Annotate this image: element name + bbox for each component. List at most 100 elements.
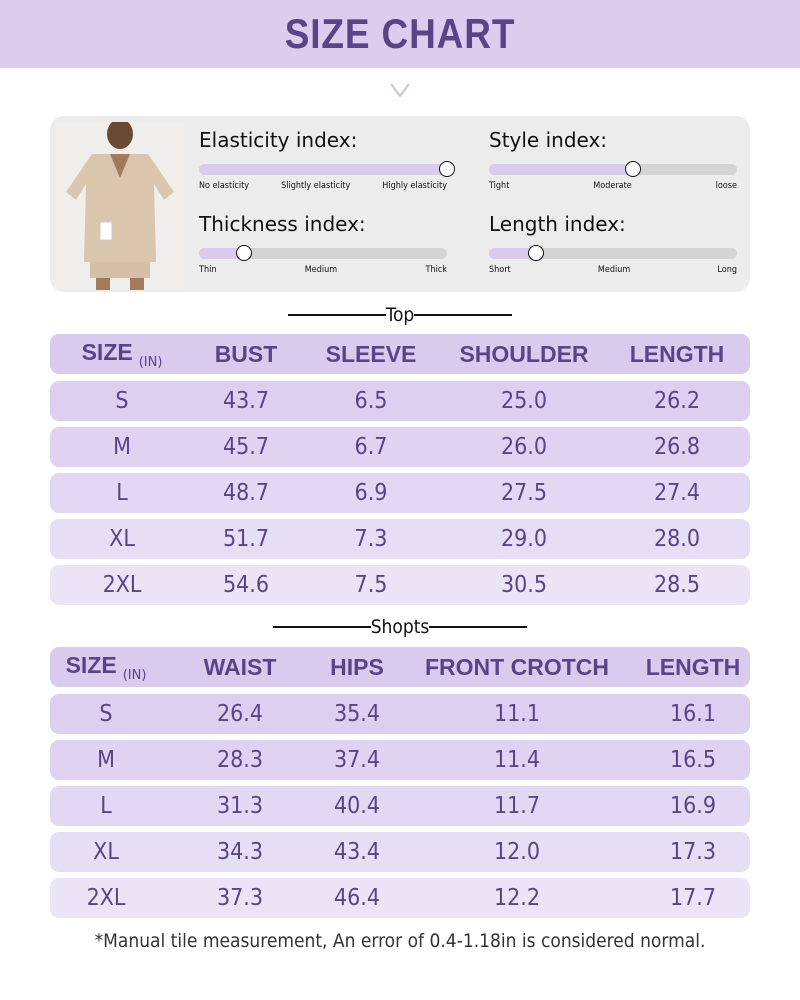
table-cell: 30.5 bbox=[500, 572, 548, 598]
column-header: LENGTH bbox=[645, 653, 741, 680]
table-cell: 27.5 bbox=[500, 480, 548, 506]
table-cell: S bbox=[99, 701, 113, 727]
column-header: WAIST bbox=[203, 653, 277, 680]
product-photo bbox=[56, 122, 184, 290]
table-cell: 51.7 bbox=[222, 526, 270, 552]
section-label: Shopts bbox=[370, 616, 430, 638]
tick-label: Tight bbox=[489, 181, 510, 191]
index-label: Elasticity index: bbox=[199, 128, 358, 152]
measurement-note: *Manual tile measurement, An error of 0.… bbox=[94, 930, 706, 952]
column-header: SHOULDER bbox=[459, 340, 589, 367]
tick-label: Highly elasticity bbox=[382, 181, 447, 191]
table-cell: 26.4 bbox=[216, 701, 264, 727]
table-cell: 45.7 bbox=[222, 434, 270, 460]
slider-fill bbox=[199, 248, 244, 259]
table-cell: 48.7 bbox=[222, 480, 270, 506]
table-row: 2XL 54.6 7.5 30.5 28.5 bbox=[50, 565, 750, 605]
tick-label: Thin bbox=[199, 265, 217, 275]
column-header: SIZE (IN) bbox=[65, 651, 147, 683]
top-section-heading: Top bbox=[0, 304, 800, 326]
index-slider bbox=[489, 161, 737, 177]
slider-knob bbox=[235, 245, 252, 261]
table-row: XL 51.7 7.3 29.0 28.0 bbox=[50, 519, 750, 559]
index-slider bbox=[489, 245, 737, 261]
column-header: SLEEVE bbox=[325, 340, 417, 367]
table-cell: 2XL bbox=[102, 572, 142, 598]
table-cell: 54.6 bbox=[222, 572, 270, 598]
table-row: S 43.7 6.5 25.0 26.2 bbox=[50, 381, 750, 421]
table-row: S 26.4 35.4 11.1 16.1 bbox=[50, 694, 750, 734]
index-label: Style index: bbox=[489, 128, 608, 152]
table-header: SIZE (IN) BUST SLEEVE SHOULDER LENGTH bbox=[50, 334, 750, 374]
slider-knob bbox=[624, 161, 641, 177]
table-cell: 11.4 bbox=[493, 747, 541, 773]
tick-label: Moderate bbox=[593, 181, 632, 191]
table-cell: 37.3 bbox=[216, 885, 264, 911]
index-label: Thickness index: bbox=[199, 212, 366, 236]
index-label: Length index: bbox=[489, 212, 626, 236]
unit-label: (IN) bbox=[138, 354, 163, 370]
table-cell: 11.7 bbox=[493, 793, 541, 819]
table-cell: 16.9 bbox=[669, 793, 717, 819]
table-cell: 28.0 bbox=[653, 526, 701, 552]
table-cell: 6.9 bbox=[354, 480, 388, 506]
column-header: SIZE (IN) bbox=[81, 338, 163, 370]
table-cell: 29.0 bbox=[500, 526, 548, 552]
tick-label: No elasticity bbox=[199, 181, 250, 191]
table-row: L 31.3 40.4 11.7 16.9 bbox=[50, 786, 750, 826]
index-slider bbox=[199, 245, 447, 261]
table-cell: XL bbox=[93, 839, 119, 865]
table-cell: 28.5 bbox=[653, 572, 701, 598]
index-2: Thickness index: Thin Medium Thick bbox=[199, 212, 447, 275]
page-title: SIZE CHART bbox=[284, 10, 516, 57]
table-cell: 12.2 bbox=[493, 885, 541, 911]
index-3: Length index: Short Medium Long bbox=[489, 212, 737, 275]
index-0: Elasticity index: No elasticity Slightly … bbox=[199, 128, 455, 191]
unit-label: (IN) bbox=[122, 667, 147, 683]
table-cell: 28.3 bbox=[216, 747, 264, 773]
table-cell: 46.4 bbox=[333, 885, 381, 911]
table-cell: M bbox=[113, 434, 131, 460]
table-cell: 26.2 bbox=[653, 388, 701, 414]
index-slider bbox=[199, 161, 455, 177]
table-cell: 35.4 bbox=[333, 701, 381, 727]
table-cell: M bbox=[97, 747, 115, 773]
title-banner: SIZE CHART bbox=[0, 0, 800, 68]
column-header: HIPS bbox=[330, 653, 384, 680]
table-cell: XL bbox=[109, 526, 135, 552]
slider-fill bbox=[199, 164, 447, 175]
table-cell: 43.7 bbox=[222, 388, 270, 414]
table-cell: 16.1 bbox=[669, 701, 717, 727]
table-row: L 48.7 6.9 27.5 27.4 bbox=[50, 473, 750, 513]
tick-label: loose bbox=[715, 181, 737, 191]
table-cell: L bbox=[100, 793, 112, 819]
table-cell: 26.8 bbox=[653, 434, 701, 460]
table-row: M 28.3 37.4 11.4 16.5 bbox=[50, 740, 750, 780]
table-cell: L bbox=[116, 480, 128, 506]
chevron-down-icon bbox=[390, 83, 410, 98]
table-row: M 45.7 6.7 26.0 26.8 bbox=[50, 427, 750, 467]
tick-label: Medium bbox=[597, 265, 631, 275]
column-header: FRONT CROTCH bbox=[425, 653, 609, 680]
tick-label: Short bbox=[489, 265, 511, 275]
column-header: BUST bbox=[214, 340, 278, 367]
shorts-section-heading: Shopts bbox=[0, 616, 800, 638]
table-cell: 12.0 bbox=[493, 839, 541, 865]
slider-fill bbox=[489, 248, 537, 259]
table-cell: S bbox=[115, 388, 129, 414]
table-cell: 2XL bbox=[86, 885, 126, 911]
table-cell: 17.7 bbox=[669, 885, 717, 911]
table-cell: 40.4 bbox=[333, 793, 381, 819]
table-cell: 7.3 bbox=[354, 526, 388, 552]
table-cell: 31.3 bbox=[216, 793, 264, 819]
table-cell: 27.4 bbox=[653, 480, 701, 506]
tick-label: Long bbox=[717, 265, 737, 275]
table-header: SIZE (IN) WAIST HIPS FRONT CROTCH LENGTH bbox=[50, 647, 750, 687]
table-cell: 34.3 bbox=[216, 839, 264, 865]
table-cell: 25.0 bbox=[500, 388, 548, 414]
tick-label: Medium bbox=[304, 265, 338, 275]
index-1: Style index: Tight Moderate loose bbox=[489, 128, 737, 191]
table-cell: 43.4 bbox=[333, 839, 381, 865]
table-row: 2XL 37.3 46.4 12.2 17.7 bbox=[50, 878, 750, 918]
slider-fill bbox=[489, 164, 633, 175]
